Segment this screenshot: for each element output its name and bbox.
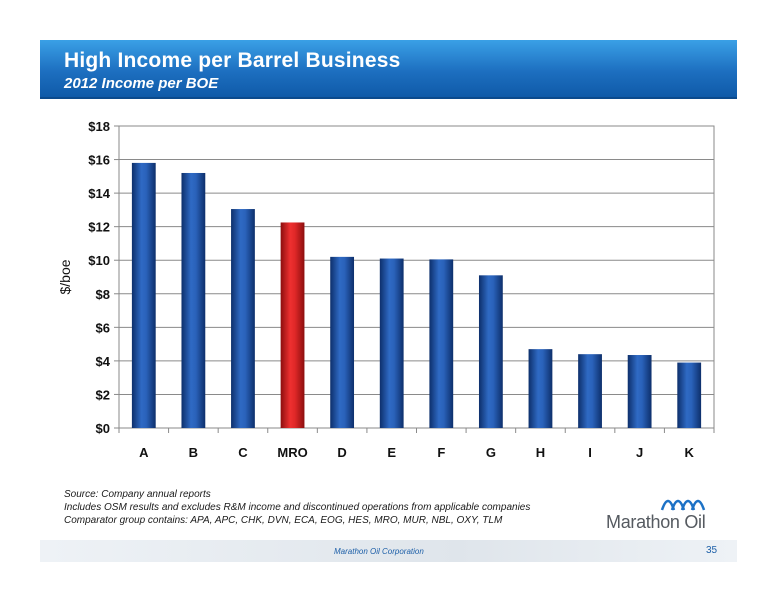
x-tick-label: K [685,445,695,460]
y-axis-ticks: $0 $2 $4 $6 $8 $10 $12 $14 $16 $18 [88,119,119,436]
logo-text: Marathon Oil [606,512,706,532]
bar [231,209,255,428]
y-tick-label: $18 [88,119,110,134]
bar [181,172,206,428]
bar [627,355,652,428]
x-tick-label: A [139,445,149,460]
page-number: 35 [706,545,718,556]
bar [379,258,404,428]
bar-chart: $0 $2 $4 $6 $8 $10 $12 $14 $16 $18 A B C MRO D E F G H I J K… [57,119,715,460]
grid-lines [119,125,714,429]
x-tick-label: D [337,445,346,460]
x-tick-label: G [486,445,496,460]
bar [677,362,702,428]
bar [330,256,355,428]
logo-wave-icon [660,499,706,511]
y-tick-label: $4 [96,354,111,369]
y-tick-label: $0 [96,421,110,436]
bars [131,162,702,428]
bar [478,275,503,428]
marathon-oil-logo: Marathon Oil [606,496,726,536]
x-tick-label: F [437,445,445,460]
y-axis-label: $/boe [57,259,73,294]
footer-company: Marathon Oil Corporation [334,547,424,556]
footnote-scope: Includes OSM results and excludes R&M in… [64,502,531,513]
y-tick-label: $10 [88,253,110,268]
x-axis-ticks: A B C MRO D E F G H I J K [118,428,715,460]
footnotes: Source: Company annual reports Includes … [64,488,530,527]
footnote-source: Source: Company annual reports [64,489,211,500]
y-tick-label: $16 [88,153,110,168]
title-bar: High Income per Barrel Business 2012 Inc… [40,40,737,99]
plot-area [118,125,715,429]
y-tick-label: $6 [96,320,110,335]
x-tick-label: C [238,445,248,460]
y-tick-label: $12 [88,220,110,235]
y-tick-label: $2 [96,387,110,402]
x-tick-label: B [189,445,198,460]
page-subtitle: 2012 Income per BOE [64,75,219,92]
bar-highlight [280,222,305,428]
x-tick-label: E [387,445,396,460]
footer-bar [40,540,737,562]
y-tick-label: $8 [96,287,110,302]
x-tick-label: I [588,445,592,460]
bar [528,349,553,428]
bar [578,354,602,428]
y-tick-label: $14 [88,186,110,201]
x-tick-label: MRO [277,445,307,460]
page-title: High Income per Barrel Business [64,49,401,72]
bar [131,162,156,428]
x-tick-label: H [536,445,545,460]
bar [429,259,454,428]
x-tick-label: J [636,445,643,460]
footnote-comparators: Comparator group contains: APA, APC, CHK… [64,515,503,526]
